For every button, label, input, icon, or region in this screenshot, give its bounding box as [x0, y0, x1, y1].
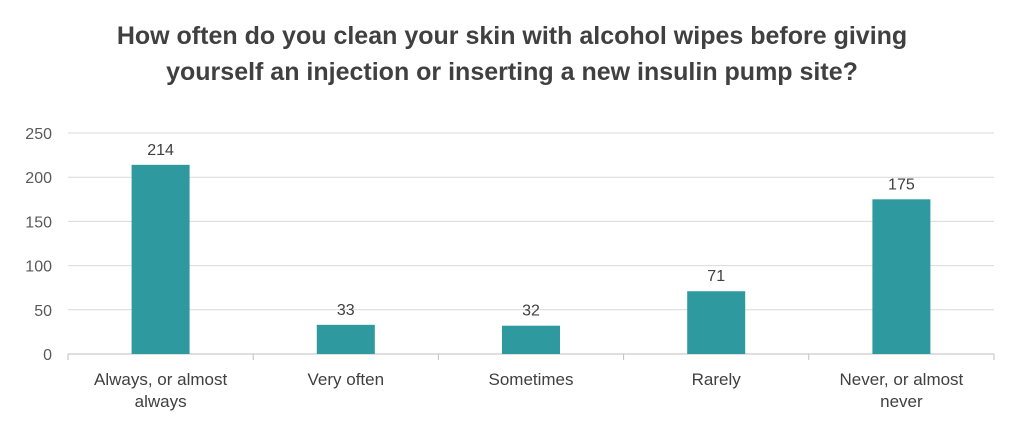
y-tick-label: 100: [25, 259, 52, 276]
y-tick-label: 150: [25, 214, 52, 231]
x-tick-label: Never, or almost: [840, 370, 964, 389]
x-tick-label: Rarely: [692, 370, 742, 389]
data-label: 71: [707, 268, 725, 285]
chart-title-line-2: yourself an injection or inserting a new…: [166, 58, 858, 86]
x-tick-label: Very often: [308, 370, 385, 389]
y-tick-label: 0: [43, 347, 52, 364]
bar: [687, 291, 746, 354]
x-tick-label: always: [135, 392, 187, 411]
y-tick-label: 50: [34, 303, 52, 320]
bar: [131, 164, 190, 354]
y-tick-label: 200: [25, 170, 52, 187]
chart-title: How often do you clean your skin with al…: [0, 18, 1024, 90]
data-label: 33: [337, 302, 355, 319]
data-label: 32: [522, 303, 540, 320]
bar: [502, 325, 560, 354]
bar: [872, 199, 931, 354]
bar: [316, 324, 375, 354]
data-label: 214: [147, 142, 174, 159]
chart-title-line-1: How often do you clean your skin with al…: [116, 22, 908, 50]
x-tick-label: Always, or almost: [94, 370, 227, 389]
data-label: 175: [888, 176, 915, 193]
x-tick-label: Sometimes: [488, 370, 573, 389]
x-tick-label: never: [880, 392, 923, 411]
y-tick-label: 250: [25, 126, 52, 143]
